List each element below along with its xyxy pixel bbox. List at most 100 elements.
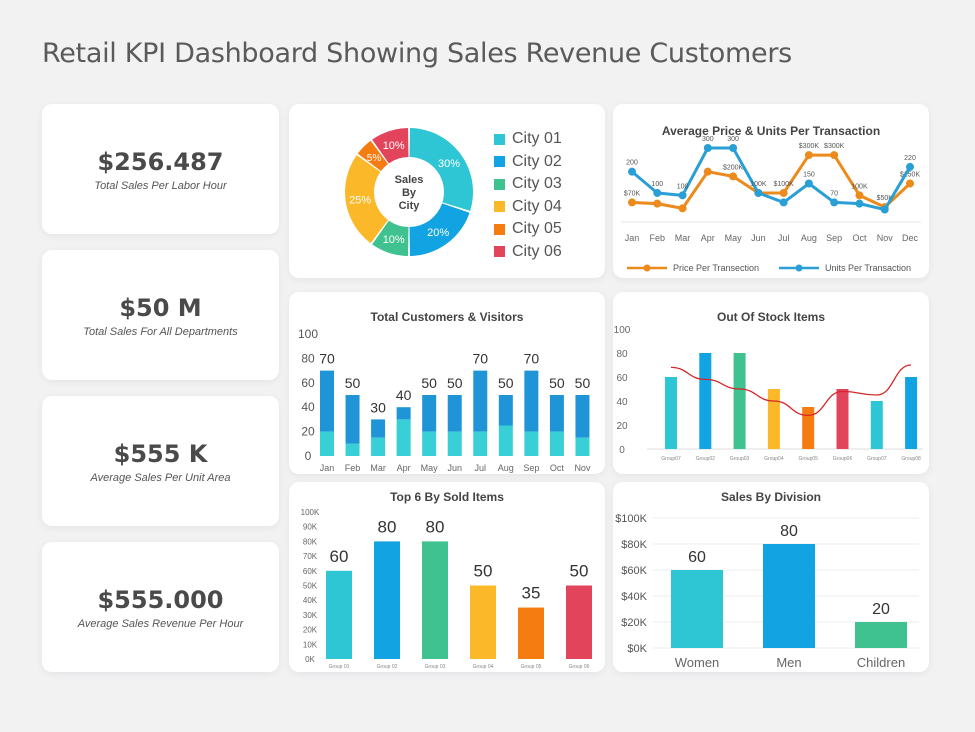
kpi-card-all-departments: $50 M Total Sales For All Departments (42, 250, 279, 380)
line-point-label: 200 (626, 160, 638, 167)
bar-data-label: 50 (447, 375, 463, 391)
line-series-1 (631, 153, 912, 210)
x-tick-label: Dec (902, 233, 919, 243)
y-tick-label: 50K (303, 582, 318, 591)
bar-customers (524, 431, 539, 456)
line-point-label: 300 (702, 136, 714, 143)
bar-data-label: 80 (780, 523, 798, 540)
x-tick-label: Aug (498, 463, 514, 473)
x-tick-label: Mar (370, 463, 386, 473)
line-point (678, 191, 687, 200)
x-tick-label: May (421, 463, 439, 473)
bar-data-label: 20 (872, 601, 890, 618)
donut-slice-5 (357, 140, 389, 172)
legend-item: City 04 (494, 198, 562, 216)
chart-title: Total Customers & Visitors (370, 310, 524, 324)
line-point-label: 300 (727, 136, 739, 143)
bar (733, 353, 746, 449)
y-tick-label: 40 (616, 397, 628, 408)
x-tick-label: Aug (801, 233, 817, 243)
line-point-label: 100K (750, 181, 767, 188)
donut-center-label: Sales (395, 174, 424, 186)
line-point-label: 70 (830, 190, 838, 197)
legend-marker (643, 264, 651, 272)
x-tick-label: Group 03 (425, 664, 446, 670)
y-tick-label: 10K (303, 640, 318, 649)
bar-data-label: 70 (524, 351, 540, 367)
kpi-value: $50 M (119, 294, 202, 322)
line-series-2 (631, 146, 912, 212)
chart-title: Top 6 By Sold Items (390, 490, 504, 504)
sales-by-city-card: 30% 20% 10% 25% 5% 10% Sales By City City 01 City… (289, 104, 605, 278)
x-tick-label: Group02 (696, 456, 716, 462)
line-point (703, 167, 712, 176)
x-tick-label: Group07 (867, 456, 887, 462)
top6-sold-chart: 0K 10K 20K 30K 40K 50K 60K 70K 80K 90K 100K 60 Group… (301, 508, 592, 670)
line-point (906, 162, 914, 171)
legend-label: City 02 (512, 152, 562, 170)
line-point-label: 100 (651, 181, 663, 188)
bar-visitors (447, 395, 462, 432)
line-point (678, 204, 687, 213)
kpi-label: Average Sales Revenue Per Hour (77, 618, 244, 630)
line-point-label: $300K (824, 143, 845, 150)
line-point (729, 172, 738, 181)
x-tick-label: Group05 (798, 456, 818, 462)
bar (905, 377, 918, 449)
line-point-label: $200K (723, 164, 744, 171)
kpi-value: $555.000 (97, 586, 224, 614)
line-point (779, 198, 788, 207)
y-tick-label: 0K (305, 655, 315, 664)
x-tick-label: Men (776, 655, 801, 670)
bar-visitors (345, 395, 360, 444)
legend-label: Price Per Transection (673, 263, 759, 273)
kpi-label: Average Sales Per Unit Area (90, 472, 231, 484)
line-point (653, 199, 662, 208)
y-tick-label: 40K (303, 596, 318, 605)
x-tick-label: Jan (625, 233, 640, 243)
y-tick-label: $20K (621, 617, 647, 629)
y-tick-label: 60K (303, 567, 318, 576)
bar-visitors (422, 395, 437, 432)
y-tick-label: 0 (619, 445, 625, 456)
x-tick-label: Feb (345, 463, 361, 473)
kpi-card-unit-area: $555 K Average Sales Per Unit Area (42, 396, 279, 526)
y-tick-label: $40K (621, 591, 647, 603)
line-point-label: 220 (904, 155, 916, 162)
y-tick-label: $100K (615, 513, 647, 525)
kpi-value: $555 K (113, 440, 208, 468)
y-tick-label: 20 (301, 425, 315, 439)
line-point-label: 150 (803, 172, 815, 179)
bar-visitors (473, 370, 488, 432)
bar-customers (549, 431, 564, 456)
customers-visitors-card: Total Customers & Visitors 0 20 40 60 80 100 7… (289, 292, 605, 474)
sales-by-division-chart: $0K $20K $40K $60K $80K $100K 60 Women 80 Men 20 Ch… (615, 513, 919, 670)
line-point (804, 179, 813, 188)
x-tick-label: Oct (852, 233, 867, 243)
legend-swatch (494, 178, 505, 190)
donut-slice-1 (409, 128, 473, 211)
legend-swatch (494, 201, 505, 212)
bar-visitors (575, 395, 590, 438)
x-tick-label: Group06 (833, 456, 853, 462)
x-tick-label: Group03 (730, 456, 750, 462)
bar-data-label: 50 (575, 375, 591, 391)
bar (855, 622, 907, 648)
x-tick-label: Sep (523, 463, 539, 473)
out-of-stock-card: Out Of Stock Items 0 20 40 60 80 100 Group07 Gr… (613, 292, 929, 474)
legend-item: City 03 (494, 175, 562, 193)
y-tick-label: 80 (616, 349, 628, 360)
avg-price-units-chart: $70K $200K $100K $300K $300K 100K $50K $150K 200… (621, 136, 921, 273)
bar-data-label: 50 (474, 562, 493, 581)
bar-customers (396, 419, 411, 456)
bar (671, 570, 723, 648)
x-tick-label: Apr (397, 463, 411, 473)
x-tick-label: Group 06 (569, 664, 590, 670)
legend-item: City 01 (494, 130, 562, 148)
bar-visitors (371, 419, 386, 438)
bar (802, 407, 815, 449)
bar (836, 389, 849, 449)
x-tick-label: Feb (650, 233, 666, 243)
x-tick-label: Nov (574, 463, 591, 473)
line-point-label: 100K (851, 183, 868, 190)
